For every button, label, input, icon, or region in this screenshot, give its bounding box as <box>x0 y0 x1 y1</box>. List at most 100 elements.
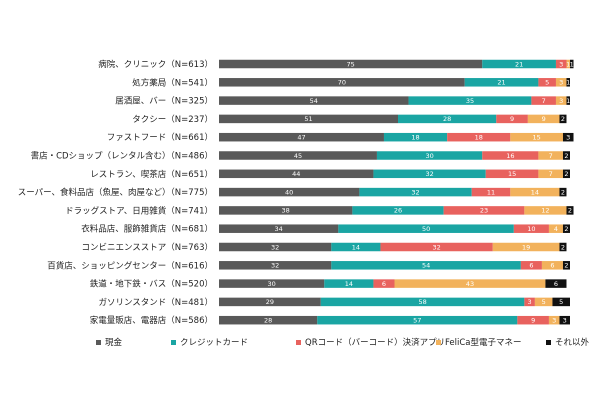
data-label: 2 <box>561 188 565 196</box>
bar-segment <box>527 114 560 124</box>
data-label: 9 <box>542 115 546 123</box>
bar-segment <box>219 96 409 105</box>
bar-segment <box>394 279 546 288</box>
bar-segment <box>383 132 448 142</box>
data-label: 3 <box>559 79 563 87</box>
bar-segment <box>482 151 539 160</box>
bar-segment <box>566 59 570 69</box>
category-label: 居酒屋、バー（N=325） <box>115 96 213 107</box>
bar-segment <box>320 297 525 307</box>
category-label: 書店・CDショップ（レンタル含む）（N=486） <box>31 151 213 162</box>
bar-segment <box>517 315 549 325</box>
data-label: 9 <box>531 317 535 325</box>
bar-segment <box>219 206 353 215</box>
data-label: 7 <box>549 152 553 160</box>
category-label: ファストフード（N=661） <box>107 132 213 143</box>
bar-segment <box>555 96 567 105</box>
data-label: 58 <box>418 298 426 306</box>
data-label: 14 <box>531 188 539 196</box>
data-label: 32 <box>271 243 279 251</box>
legend-swatch <box>296 340 301 345</box>
bar-segment <box>464 78 539 87</box>
bar-segment <box>492 242 560 252</box>
data-label: 6 <box>550 262 554 270</box>
bars: 75 21 3 1 170 21 5 3 154 35 7 3 151 28 9 9 247 18 18 15 345 3… <box>219 59 574 325</box>
bar-segment <box>219 151 377 160</box>
bar-segment <box>566 96 570 105</box>
category-label: ガソリンスタンド（N=481） <box>98 297 213 308</box>
data-label: 54 <box>310 97 318 105</box>
data-label: 6 <box>529 262 533 270</box>
bar-segment <box>496 114 528 124</box>
category-label: ドラッグストア、日用雑貨（N=741） <box>65 205 213 216</box>
legend-label: それ以外 <box>555 337 590 348</box>
data-label: 7 <box>542 97 546 105</box>
bar-segment <box>338 224 514 233</box>
category-label: 衣料品店、服飾雑貨店（N=681） <box>81 224 213 235</box>
legend-swatch <box>436 340 441 345</box>
bar-segment <box>562 132 574 142</box>
data-label: 5 <box>542 298 546 306</box>
data-label: 3 <box>528 298 532 306</box>
data-label: 75 <box>346 60 354 68</box>
data-label: 1 <box>566 79 570 87</box>
data-label: 10 <box>527 225 535 233</box>
data-label: 32 <box>432 243 440 251</box>
data-label: 44 <box>292 170 300 178</box>
data-label: 21 <box>497 79 505 87</box>
data-label: 5 <box>545 79 549 87</box>
data-label: 50 <box>422 225 430 233</box>
bar-segment <box>566 206 574 215</box>
data-label: 4 <box>554 225 558 233</box>
category-label: 鉄道・地下鉄・バス（N=520） <box>90 279 213 290</box>
bar-segment <box>219 59 483 69</box>
bar-segment <box>510 187 560 197</box>
category-label: 百貨店、ショッピングセンター（N=616） <box>47 260 213 271</box>
bar-segment <box>219 187 360 197</box>
data-label: 35 <box>466 97 474 105</box>
bar-segment <box>538 78 556 87</box>
data-label: 2 <box>564 225 568 233</box>
legend-label: FeliCa型電子マネー <box>445 338 522 348</box>
data-label: 2 <box>564 262 568 270</box>
bar-segment <box>538 151 563 160</box>
bar-segment <box>219 242 332 252</box>
bar-segment <box>219 169 374 179</box>
bar-segment <box>352 206 444 215</box>
data-label: 14 <box>345 280 353 288</box>
bar-segment <box>541 261 563 270</box>
data-label: 12 <box>541 207 549 215</box>
legend-label: QRコード（バーコード）決済アプリ <box>305 337 445 348</box>
bar-segment <box>376 151 483 160</box>
data-label: 3 <box>566 134 570 142</box>
bar-segment <box>219 261 332 270</box>
bar-segment <box>443 206 525 215</box>
data-label: 45 <box>294 152 302 160</box>
bar-segment <box>219 78 465 87</box>
bar-segment <box>331 261 521 270</box>
category-labels: 病院、クリニック（N=613） 処方薬局（N=541） 居酒屋、バー（N=325） タ… <box>18 59 213 326</box>
bar-segment <box>447 132 511 142</box>
bar-segment <box>510 132 563 142</box>
data-label: 21 <box>515 60 523 68</box>
data-label: 29 <box>266 298 274 306</box>
data-label: 54 <box>422 262 430 270</box>
bar-segment <box>559 315 570 325</box>
bar-segment <box>562 169 570 179</box>
bar-segment <box>559 187 567 197</box>
data-label: 19 <box>522 243 530 251</box>
data-label: 26 <box>394 207 402 215</box>
category-label: 病院、クリニック（N=613） <box>98 59 213 70</box>
data-label: 2 <box>561 115 565 123</box>
data-label: 2 <box>568 207 572 215</box>
data-label: 16 <box>506 152 514 160</box>
bar-segment <box>545 279 567 288</box>
bar-segment <box>380 242 493 252</box>
data-label: 34 <box>275 225 283 233</box>
data-label: 3 <box>559 97 563 105</box>
data-label: 28 <box>443 115 451 123</box>
bar-segment <box>559 114 567 124</box>
data-label: 1 <box>570 60 574 68</box>
legend-label: 現金 <box>105 337 123 348</box>
